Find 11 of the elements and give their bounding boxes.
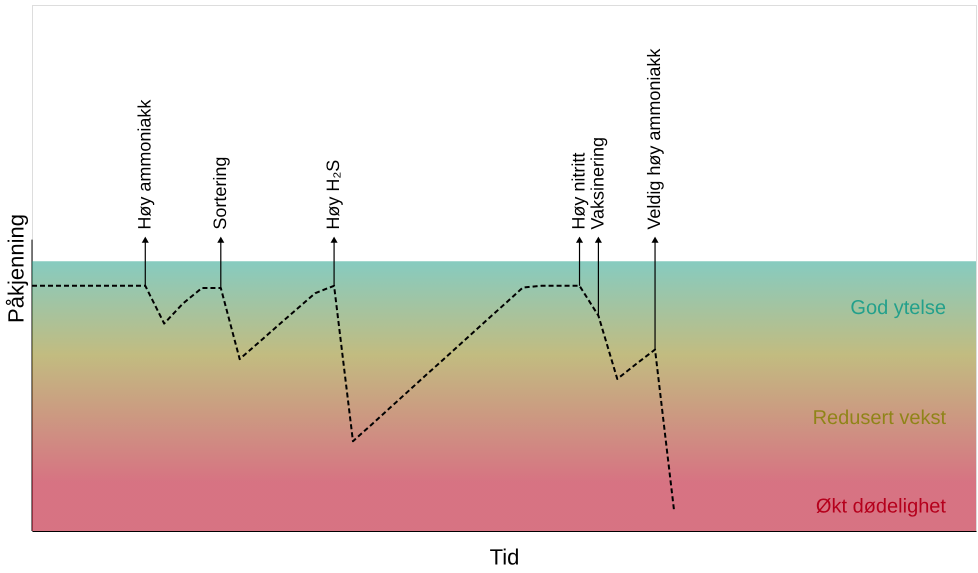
text: Sortering [210,156,230,230]
band-label: God ytelse [850,296,946,319]
text: Høy H₂S [323,160,344,230]
text: Høy ammoniakk [134,98,154,230]
x-axis-title: Tid [490,544,520,570]
band-label: Redusert vekst [812,407,946,430]
text: Veldig høy ammoniakk [644,48,664,230]
text: Høy nitritt [568,152,589,230]
band-label: Økt dødelighet [816,495,946,518]
text: Vaksinering [587,136,608,230]
y-axis-title: Påkjenning [4,214,28,323]
